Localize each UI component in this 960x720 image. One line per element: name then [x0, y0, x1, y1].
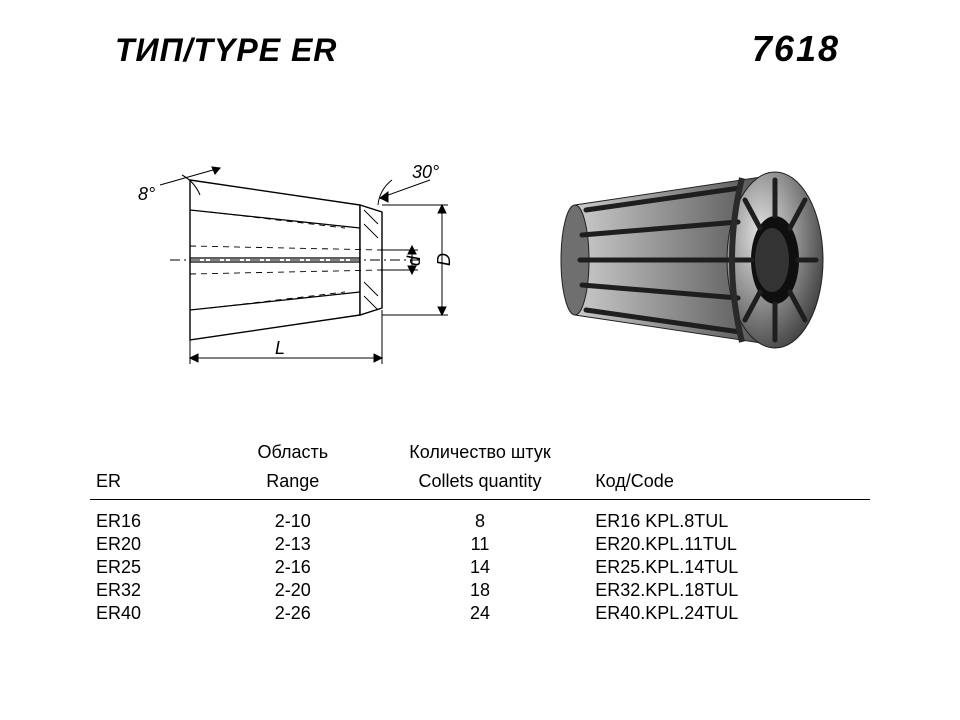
col-qty-line1: Количество штук: [371, 440, 589, 469]
table-cell: ER25.KPL.14TUL: [589, 556, 870, 579]
dim-D-label: D: [434, 253, 454, 266]
table-header-row-1: Область Количество штук: [90, 440, 870, 469]
table-cell: ER32: [90, 579, 215, 602]
col-range-line2: Range: [215, 469, 371, 498]
table-cell: 11: [371, 533, 589, 556]
table-cell: ER40: [90, 602, 215, 625]
angle-left-label: 8°: [138, 184, 155, 204]
product-photo: [520, 150, 840, 370]
technical-diagram: 8° 30° D: [120, 150, 460, 370]
table-cell: ER25: [90, 556, 215, 579]
table-cell: ER16: [90, 510, 215, 533]
table-cell: 2-26: [215, 602, 371, 625]
table-row: ER322-2018ER32.KPL.18TUL: [90, 579, 870, 602]
col-er-line1: [90, 440, 215, 469]
figure-row: 8° 30° D: [0, 150, 960, 370]
table-cell: 14: [371, 556, 589, 579]
table-cell: 8: [371, 510, 589, 533]
angle-right-label: 30°: [412, 162, 439, 182]
table-row: ER162-108ER16 KPL.8TUL: [90, 510, 870, 533]
table-cell: ER40.KPL.24TUL: [589, 602, 870, 625]
table-cell: 2-13: [215, 533, 371, 556]
col-code-line2: Код/Code: [589, 469, 870, 498]
dim-L-label: L: [275, 338, 285, 358]
table-row: ER402-2624ER40.KPL.24TUL: [90, 602, 870, 625]
table-cell: 2-16: [215, 556, 371, 579]
table-cell: ER20.KPL.11TUL: [589, 533, 870, 556]
dim-d-label: d: [404, 255, 424, 266]
table-row: ER252-1614ER25.KPL.14TUL: [90, 556, 870, 579]
header-title-left: ТИП/TYPE ER: [115, 32, 337, 69]
table-cell: 18: [371, 579, 589, 602]
col-qty-line2: Collets quantity: [371, 469, 589, 498]
table-header-row-2: ER Range Collets quantity Код/Code: [90, 469, 870, 498]
table-cell: 2-20: [215, 579, 371, 602]
table-cell: ER16 KPL.8TUL: [589, 510, 870, 533]
spec-table: Область Количество штук ER Range Collets…: [90, 440, 870, 625]
table-row: ER202-1311ER20.KPL.11TUL: [90, 533, 870, 556]
table-cell: ER32.KPL.18TUL: [589, 579, 870, 602]
header-title-right: 7618: [752, 28, 840, 70]
table-cell: 24: [371, 602, 589, 625]
table-cell: ER20: [90, 533, 215, 556]
col-er-line2: ER: [90, 469, 215, 498]
page-header: ТИП/TYPE ER 7618: [0, 0, 960, 70]
col-code-line1: [589, 440, 870, 469]
table-cell: 2-10: [215, 510, 371, 533]
col-range-line1: Область: [215, 440, 371, 469]
